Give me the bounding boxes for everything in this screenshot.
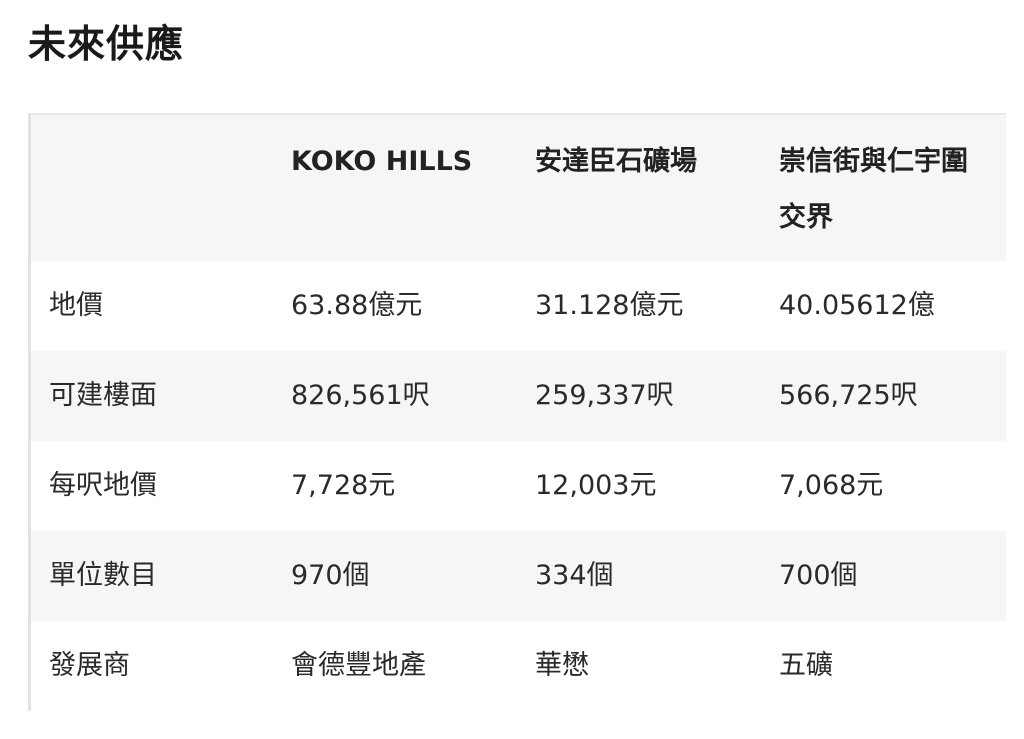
table-cell: 63.88億元 bbox=[291, 290, 423, 321]
header-cell-anderson-quarry: 安達臣石礦場 bbox=[535, 146, 697, 177]
table-cell: 31.128億元 bbox=[535, 290, 684, 321]
table-cell: 566,725呎 bbox=[779, 380, 918, 411]
table-row: 可建樓面 826,561呎 259,337呎 566,725呎 bbox=[31, 351, 1006, 441]
table-cell: 12,003元 bbox=[535, 470, 657, 501]
table-row: 單位數目 970個 334個 700個 bbox=[31, 531, 1006, 621]
table-header: KOKO HILLS 安達臣石礦場 崇信街與仁宇圍交界 bbox=[31, 115, 1006, 261]
header-row: KOKO HILLS 安達臣石礦場 崇信街與仁宇圍交界 bbox=[31, 115, 1006, 261]
supply-table: KOKO HILLS 安達臣石礦場 崇信街與仁宇圍交界 地價 63.88億元 3… bbox=[31, 115, 1006, 711]
table-cell: 40.05612億 bbox=[779, 290, 935, 321]
header-cell-empty bbox=[31, 115, 273, 261]
table-cell: 700個 bbox=[779, 560, 858, 591]
header-cell-koko-hills: KOKO HILLS bbox=[291, 146, 473, 177]
table-cell: 7,068元 bbox=[779, 470, 884, 501]
table-body: 地價 63.88億元 31.128億元 40.05612億 可建樓面 826,5… bbox=[31, 261, 1006, 711]
table-cell: 會德豐地產 bbox=[291, 650, 426, 681]
table-cell: 7,728元 bbox=[291, 470, 396, 501]
table-row: 地價 63.88億元 31.128億元 40.05612億 bbox=[31, 261, 1006, 351]
supply-table-container[interactable]: KOKO HILLS 安達臣石礦場 崇信街與仁宇圍交界 地價 63.88億元 3… bbox=[28, 113, 1006, 711]
table-row: 每呎地價 7,728元 12,003元 7,068元 bbox=[31, 441, 1006, 531]
table-cell: 334個 bbox=[535, 560, 614, 591]
table-cell: 259,337呎 bbox=[535, 380, 674, 411]
row-label-developer: 發展商 bbox=[49, 650, 130, 681]
table-cell: 826,561呎 bbox=[291, 380, 430, 411]
row-label-land-price: 地價 bbox=[49, 290, 103, 321]
row-label-price-per-sqft: 每呎地價 bbox=[49, 470, 157, 501]
table-cell: 五礦 bbox=[779, 650, 833, 681]
page-title: 未來供應 bbox=[28, 22, 185, 66]
table-cell: 970個 bbox=[291, 560, 370, 591]
row-label-unit-count: 單位數目 bbox=[49, 560, 157, 591]
row-label-gross-floor-area: 可建樓面 bbox=[49, 380, 157, 411]
table-cell: 華懋 bbox=[535, 650, 589, 681]
table-row: 發展商 會德豐地產 華懋 五礦 bbox=[31, 621, 1006, 711]
header-cell-sung-shun-street: 崇信街與仁宇圍交界 bbox=[779, 146, 968, 233]
